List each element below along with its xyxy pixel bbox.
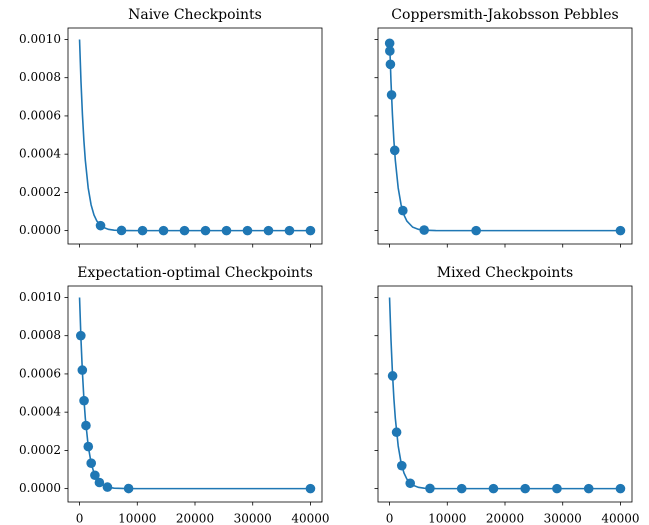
y-tick-label: 0.0010	[19, 32, 61, 46]
y-tick-label: 0.0000	[19, 223, 61, 237]
point	[158, 225, 169, 236]
point	[284, 225, 295, 236]
point	[95, 220, 106, 231]
y-tick-label: 0.0000	[19, 481, 61, 495]
point	[179, 225, 190, 236]
point	[77, 365, 88, 375]
y-tick-label: 0.0004	[19, 405, 61, 419]
point	[389, 145, 400, 156]
point	[90, 470, 100, 481]
x-tick-label: 40000	[601, 512, 639, 525]
point	[86, 458, 97, 468]
x-tick-label: 10000	[118, 512, 156, 525]
panel-title: Coppersmith-Jakobsson Pebbles	[391, 7, 618, 23]
x-tick-label: 20000	[486, 512, 524, 525]
curve	[388, 297, 621, 490]
y-tick-label: 0.0008	[19, 328, 61, 342]
point	[520, 483, 531, 494]
point	[305, 483, 316, 494]
y-tick-label: 0.0010	[19, 290, 61, 304]
axes-frame	[67, 285, 323, 503]
point	[419, 225, 429, 235]
point	[385, 46, 395, 56]
point	[81, 420, 91, 431]
point	[471, 225, 481, 236]
y-tick-label: 0.0006	[19, 366, 61, 380]
y-tick-label: 0.0002	[19, 185, 61, 199]
point	[385, 59, 396, 70]
point	[386, 90, 397, 100]
point	[123, 483, 134, 494]
point	[488, 483, 499, 494]
point	[456, 483, 467, 494]
point	[200, 225, 211, 236]
panel-title: Expectation-optimal Checkpoints	[77, 265, 313, 281]
point	[396, 460, 407, 471]
point	[405, 478, 416, 489]
point	[94, 477, 105, 488]
panel-title: Naive Checkpoints	[128, 7, 262, 23]
point	[263, 225, 274, 236]
point	[583, 483, 594, 494]
axes-frame	[377, 27, 633, 245]
x-tick-label: 0	[76, 512, 84, 525]
axes-frame	[377, 285, 633, 503]
x-tick-label: 40000	[291, 512, 329, 525]
point	[305, 225, 316, 236]
y-tick-label: 0.0008	[19, 70, 61, 84]
point	[242, 225, 253, 236]
y-tick-label: 0.0002	[19, 443, 61, 457]
point	[615, 483, 626, 494]
point	[116, 225, 127, 236]
curve	[78, 297, 311, 490]
point	[391, 427, 402, 438]
point	[552, 483, 562, 494]
point	[221, 225, 232, 236]
x-tick-label: 30000	[544, 512, 582, 525]
y-tick-label: 0.0004	[19, 147, 61, 161]
point	[398, 205, 408, 216]
curve	[388, 39, 621, 232]
y-tick-label: 0.0006	[19, 108, 61, 122]
x-tick-label: 0	[386, 512, 394, 525]
point	[137, 225, 148, 236]
point	[76, 330, 86, 341]
point	[384, 38, 395, 49]
x-tick-label: 10000	[428, 512, 466, 525]
x-tick-label: 30000	[234, 512, 272, 525]
x-tick-label: 20000	[176, 512, 214, 525]
curve	[78, 39, 311, 232]
point	[425, 483, 435, 494]
point	[387, 371, 398, 381]
axes-frame	[67, 27, 323, 245]
point	[79, 395, 89, 406]
panel-title: Mixed Checkpoints	[437, 265, 573, 281]
point	[83, 441, 94, 452]
point	[615, 225, 626, 236]
point	[102, 482, 113, 492]
